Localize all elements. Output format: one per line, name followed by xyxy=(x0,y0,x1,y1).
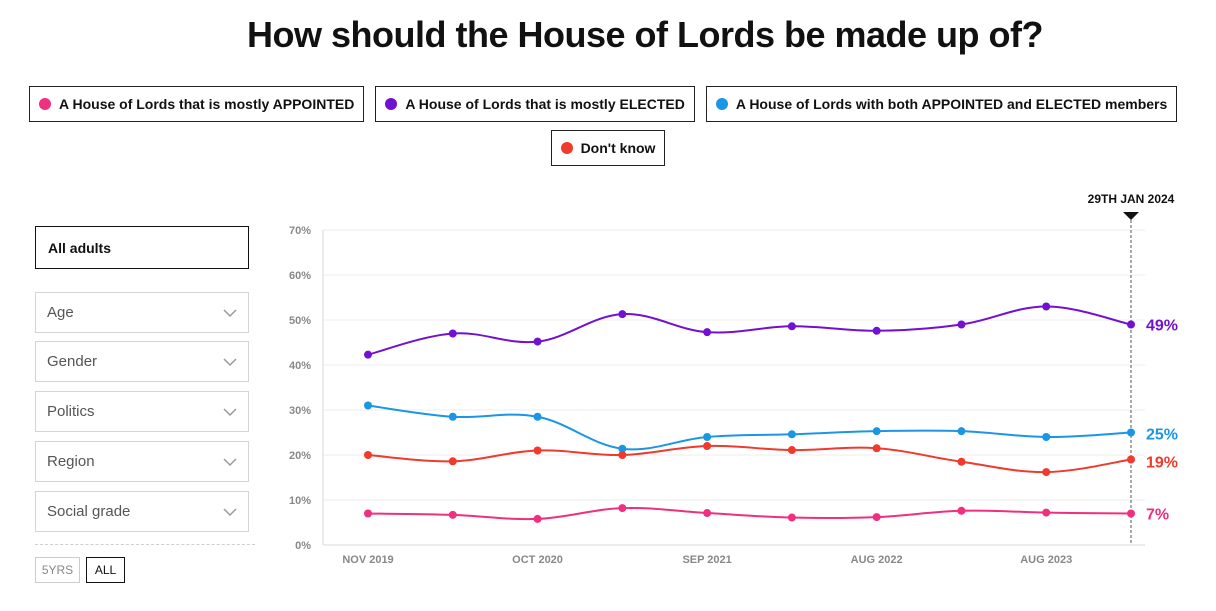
data-point xyxy=(1127,509,1135,518)
series-line xyxy=(367,404,1132,451)
data-point xyxy=(787,513,796,522)
x-tick-label: AUG 2022 xyxy=(851,554,903,566)
legend-dot-both xyxy=(715,98,728,110)
range-5yrs-button[interactable]: 5YRS xyxy=(35,557,80,583)
data-point xyxy=(533,446,542,455)
data-point xyxy=(448,329,457,338)
legend-dot-dont-know xyxy=(560,142,573,154)
chevron-down-icon xyxy=(223,357,237,366)
legend-item-both[interactable]: A House of Lords with both APPOINTED and… xyxy=(705,86,1178,122)
data-point xyxy=(533,412,542,421)
series-end-label: 49% xyxy=(1146,318,1178,335)
data-point xyxy=(787,430,796,439)
filter-age-dropdown[interactable]: Age xyxy=(35,292,249,333)
data-point xyxy=(618,444,627,453)
data-point xyxy=(957,506,966,515)
chevron-down-icon xyxy=(223,407,237,416)
x-tick-label: OCT 2020 xyxy=(512,554,563,566)
data-point xyxy=(787,322,796,331)
chevron-down-icon xyxy=(223,308,237,317)
data-point xyxy=(787,446,796,455)
series-line xyxy=(367,506,1132,521)
data-point xyxy=(703,433,712,441)
data-point xyxy=(957,320,966,329)
filter-region-label: Region xyxy=(47,453,95,470)
y-tick-label: 10% xyxy=(289,495,311,507)
y-tick-label: 20% xyxy=(289,450,311,462)
data-point xyxy=(957,457,966,466)
series-end-label: 7% xyxy=(1146,507,1169,524)
data-point xyxy=(448,412,457,421)
data-point xyxy=(872,427,881,436)
filter-all-adults[interactable]: All adults xyxy=(35,226,249,269)
range-all-button[interactable]: ALL xyxy=(86,557,125,583)
data-point xyxy=(872,444,881,453)
data-point xyxy=(618,451,627,459)
chevron-down-icon xyxy=(223,457,237,466)
data-point xyxy=(957,427,966,436)
series-end-label: 19% xyxy=(1146,455,1178,472)
series-line xyxy=(367,305,1132,356)
data-point xyxy=(872,513,881,522)
legend-row-2: Don't know xyxy=(0,130,1216,166)
data-point xyxy=(448,510,457,519)
filter-age-label: Age xyxy=(47,304,74,321)
data-point xyxy=(1127,428,1135,437)
y-tick-label: 40% xyxy=(289,360,311,372)
data-point xyxy=(1127,320,1135,329)
filter-gender-label: Gender xyxy=(47,353,98,370)
legend-row-1: A House of Lords that is mostly APPOINTE… xyxy=(29,86,1178,122)
chevron-down-icon xyxy=(223,507,237,516)
data-point xyxy=(533,337,542,346)
data-point xyxy=(1042,468,1051,477)
data-point xyxy=(364,401,372,410)
y-tick-label: 70% xyxy=(289,225,311,237)
data-point xyxy=(448,457,457,466)
legend-item-dont-know[interactable]: Don't know xyxy=(550,130,666,166)
legend-label-elected: A House of Lords that is mostly ELECTED xyxy=(405,96,685,112)
data-point xyxy=(703,328,712,337)
y-tick-label: 0% xyxy=(295,540,311,552)
chart-title: How should the House of Lords be made up… xyxy=(247,14,1044,55)
filter-social-grade-dropdown[interactable]: Social grade xyxy=(35,491,249,532)
data-point xyxy=(364,509,372,518)
data-point xyxy=(872,326,881,335)
date-marker-triangle-icon xyxy=(1123,212,1139,220)
y-tick-label: 60% xyxy=(289,270,311,282)
legend-label-both: A House of Lords with both APPOINTED and… xyxy=(735,96,1168,112)
x-tick-label: AUG 2023 xyxy=(1020,554,1072,566)
filter-social-grade-label: Social grade xyxy=(47,503,131,520)
data-point xyxy=(1042,302,1051,311)
data-point xyxy=(618,310,627,319)
series-end-label: 25% xyxy=(1146,427,1178,444)
legend-item-appointed[interactable]: A House of Lords that is mostly APPOINTE… xyxy=(29,86,365,122)
legend-label-appointed: A House of Lords that is mostly APPOINTE… xyxy=(59,96,355,112)
legend-item-elected[interactable]: A House of Lords that is mostly ELECTED xyxy=(375,86,695,122)
data-point xyxy=(1127,455,1135,464)
filter-divider xyxy=(35,544,255,545)
legend-dot-appointed xyxy=(39,98,51,110)
filter-all-adults-label: All adults xyxy=(48,239,112,256)
filter-politics-dropdown[interactable]: Politics xyxy=(35,391,249,432)
series-line xyxy=(367,444,1132,474)
data-point xyxy=(364,350,372,359)
data-point xyxy=(703,509,712,518)
x-tick-label: SEP 2021 xyxy=(682,554,731,566)
data-point xyxy=(1042,433,1051,441)
x-tick-label: NOV 2019 xyxy=(342,554,393,566)
filter-politics-label: Politics xyxy=(47,403,95,420)
y-tick-label: 50% xyxy=(289,315,311,327)
legend-label-dont-know: Don't know xyxy=(580,140,656,156)
data-point xyxy=(533,514,542,523)
data-point xyxy=(364,451,372,459)
legend-dot-elected xyxy=(385,98,398,110)
data-point xyxy=(1042,508,1051,517)
data-point xyxy=(703,442,712,450)
y-tick-label: 30% xyxy=(289,405,311,417)
filter-region-dropdown[interactable]: Region xyxy=(35,441,249,482)
date-marker-label: 29TH JAN 2024 xyxy=(1088,192,1175,206)
data-point xyxy=(618,504,627,513)
filter-gender-dropdown[interactable]: Gender xyxy=(35,341,249,382)
